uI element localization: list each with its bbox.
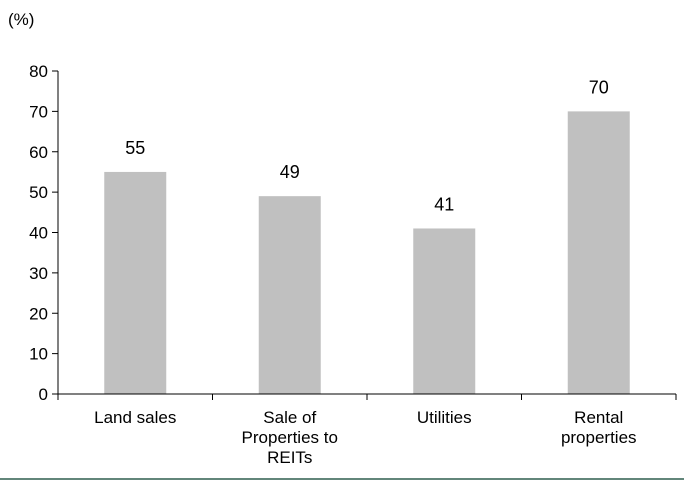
category-label-line: Properties to [242,428,338,447]
category-label-line: REITs [267,448,312,467]
bar [258,196,321,394]
y-tick-label: 60 [29,143,48,162]
y-tick-label: 0 [39,385,48,404]
category-label: Rental properties [561,408,637,447]
x-axis: Land sales Sale of Properties to REITs Utili… [57,393,677,467]
category-label-line: Sale of [263,408,316,427]
bar [413,228,476,394]
bar [104,171,167,394]
category-label: Sale of Properties to REITs [242,408,338,467]
bars: 55 49 41 70 [104,77,630,394]
y-tick-label: 70 [29,102,48,121]
y-tick-label: 30 [29,264,48,283]
category-label-line: properties [561,428,637,447]
category-label: Utilities [417,408,472,427]
y-tick-label: 20 [29,304,48,323]
y-tick-label: 50 [29,183,48,202]
y-tick-label: 80 [29,62,48,81]
data-label: 41 [434,194,454,214]
data-label: 70 [589,77,609,97]
category-label-line: Utilities [417,408,472,427]
y-unit-label: (%) [8,10,34,29]
bar [567,111,630,394]
y-axis: 0 10 20 30 40 50 60 70 80 [29,62,59,404]
data-label: 49 [280,162,300,182]
category-label-line: Rental [574,408,623,427]
category-label: Land sales [94,408,176,427]
data-label: 55 [125,138,145,158]
y-tick-label: 10 [29,345,48,364]
category-label-line: Land sales [94,408,176,427]
y-tick-label: 40 [29,224,48,243]
